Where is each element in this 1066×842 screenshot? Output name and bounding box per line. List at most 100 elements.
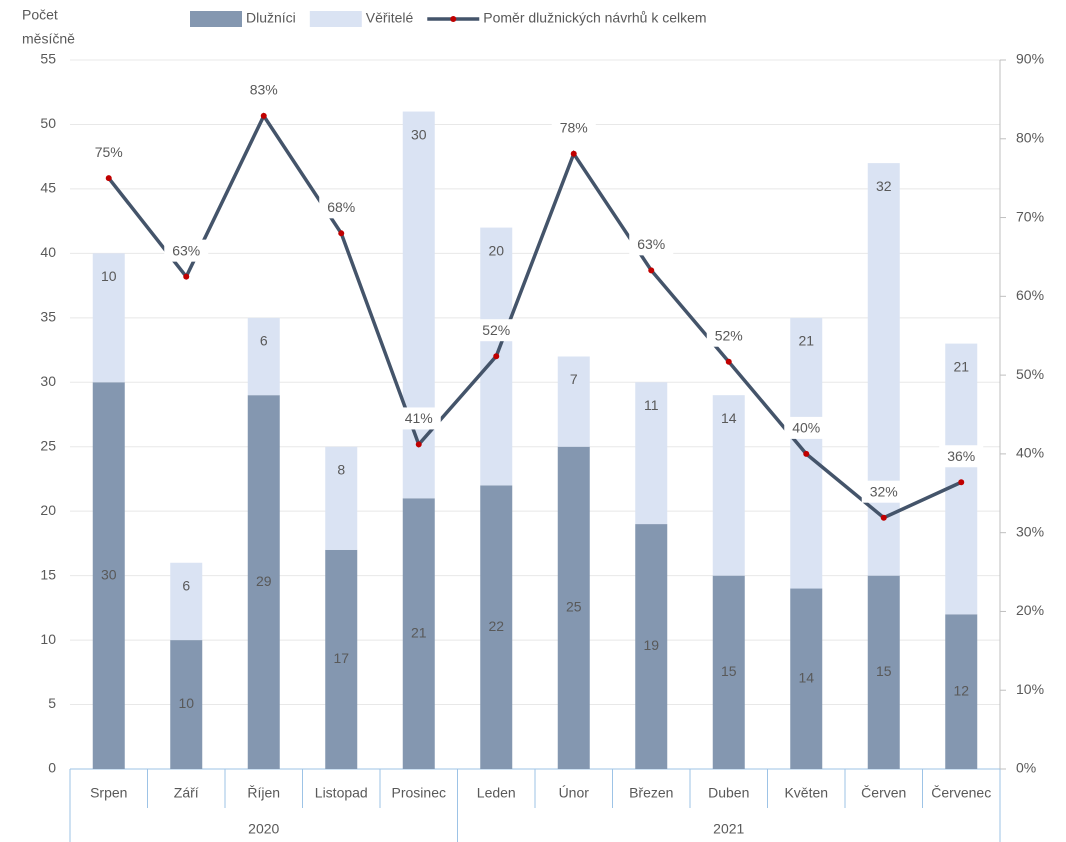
bar-value-label: 14 bbox=[798, 669, 814, 685]
x-tick-label: Leden bbox=[477, 785, 516, 801]
bar-value-label: 6 bbox=[260, 333, 268, 349]
line-marker bbox=[183, 273, 190, 280]
bar-value-label: 29 bbox=[256, 573, 272, 589]
bar-value-label: 20 bbox=[488, 242, 504, 258]
bar-value-label: 6 bbox=[182, 577, 190, 593]
line-value-label: 41% bbox=[405, 410, 433, 426]
label-background bbox=[551, 116, 596, 139]
line-value-label: 63% bbox=[172, 242, 200, 258]
bar bbox=[945, 614, 978, 769]
y-tick-label: 0 bbox=[48, 760, 56, 776]
legend-marker bbox=[450, 16, 457, 22]
bar-value-label: 10 bbox=[101, 268, 117, 284]
label-background bbox=[241, 78, 286, 101]
y-tick-label: 30 bbox=[40, 373, 56, 389]
bar bbox=[325, 446, 358, 550]
line-marker bbox=[493, 353, 500, 360]
bar-value-label: 19 bbox=[643, 637, 659, 653]
y-tick-label: 15 bbox=[40, 566, 56, 582]
y2-tick-label: 70% bbox=[1016, 208, 1044, 224]
bar-value-label: 32 bbox=[876, 178, 892, 194]
line-marker bbox=[880, 514, 887, 521]
line-marker bbox=[260, 112, 267, 119]
x-tick-label: Červen bbox=[861, 785, 906, 801]
line-value-label: 83% bbox=[250, 82, 278, 98]
bar-value-label: 25 bbox=[566, 599, 582, 615]
line-marker bbox=[725, 358, 732, 365]
y-axis-label: měsíčně bbox=[22, 31, 75, 47]
x-tick-label: Červenec bbox=[931, 785, 991, 801]
line-marker bbox=[648, 267, 655, 274]
bar bbox=[557, 446, 590, 769]
y-tick-label: 25 bbox=[40, 437, 56, 453]
x-tick-label: Březen bbox=[629, 785, 673, 801]
y-tick-label: 5 bbox=[48, 695, 56, 711]
x-tick-label: Listopad bbox=[315, 785, 368, 801]
y2-tick-label: 60% bbox=[1016, 287, 1044, 303]
y-tick-label: 55 bbox=[40, 51, 56, 67]
label-background bbox=[86, 141, 131, 164]
y2-tick-label: 80% bbox=[1016, 129, 1044, 145]
x-tick-label: Srpen bbox=[90, 785, 127, 801]
legend-swatch bbox=[190, 11, 242, 27]
label-background bbox=[396, 407, 441, 430]
bar bbox=[635, 524, 668, 769]
legend-label: Věřitelé bbox=[366, 10, 414, 26]
bar bbox=[712, 575, 745, 769]
y-tick-label: 40 bbox=[40, 244, 56, 260]
x-tick-label: Duben bbox=[708, 785, 749, 801]
line bbox=[107, 112, 962, 520]
bar bbox=[170, 640, 203, 769]
label-background bbox=[861, 480, 906, 503]
bar-value-label: 11 bbox=[644, 397, 659, 413]
bar bbox=[557, 356, 590, 447]
line-value-label: 68% bbox=[327, 199, 355, 215]
bar bbox=[402, 498, 435, 769]
y-tick-label: 20 bbox=[40, 502, 56, 518]
label-background bbox=[784, 416, 829, 439]
line-marker bbox=[415, 441, 422, 448]
x-tick-label: Říjen bbox=[247, 785, 280, 801]
group-label: 2021 bbox=[713, 821, 744, 837]
bar bbox=[170, 562, 203, 641]
legend-label: Dlužníci bbox=[246, 10, 296, 26]
bar-value-label: 17 bbox=[333, 650, 349, 666]
bar bbox=[945, 343, 978, 615]
line-value-label: 40% bbox=[792, 420, 820, 436]
label-background bbox=[319, 196, 364, 219]
y2-tick-label: 50% bbox=[1016, 366, 1044, 382]
bar bbox=[92, 253, 125, 383]
line-value-label: 32% bbox=[870, 483, 898, 499]
bar-value-label: 14 bbox=[721, 410, 737, 426]
y-tick-label: 50 bbox=[40, 115, 56, 131]
label-background bbox=[706, 324, 751, 347]
y-tick-label: 10 bbox=[40, 631, 56, 647]
y2-tick-label: 10% bbox=[1016, 681, 1044, 697]
bar-value-label: 30 bbox=[101, 566, 117, 582]
line-marker bbox=[338, 230, 345, 237]
y2-tick-label: 30% bbox=[1016, 523, 1044, 539]
label-background bbox=[474, 319, 519, 342]
line-value-label: 78% bbox=[560, 119, 588, 135]
x-tick-label: Září bbox=[174, 785, 199, 801]
bar-value-label: 21 bbox=[953, 358, 969, 374]
line-value-label: 63% bbox=[637, 236, 665, 252]
bar-value-label: 15 bbox=[721, 663, 737, 679]
x-tick-label: Únor bbox=[559, 785, 590, 801]
bar-value-label: 12 bbox=[953, 682, 969, 698]
bar-value-label: 22 bbox=[488, 618, 504, 634]
bar bbox=[480, 485, 513, 769]
line-value-label: 52% bbox=[715, 327, 743, 343]
group-label: 2020 bbox=[248, 821, 279, 837]
bar bbox=[712, 395, 745, 576]
line-marker bbox=[803, 450, 810, 457]
bar bbox=[247, 317, 280, 396]
bar-value-label: 10 bbox=[178, 695, 194, 711]
bar bbox=[635, 382, 668, 525]
bar bbox=[92, 382, 125, 769]
y-tick-label: 45 bbox=[40, 180, 56, 196]
line-value-label: 36% bbox=[947, 448, 975, 464]
bar-value-label: 15 bbox=[876, 663, 892, 679]
x-tick-label: Květen bbox=[784, 785, 828, 801]
bar-value-label: 21 bbox=[798, 333, 814, 349]
